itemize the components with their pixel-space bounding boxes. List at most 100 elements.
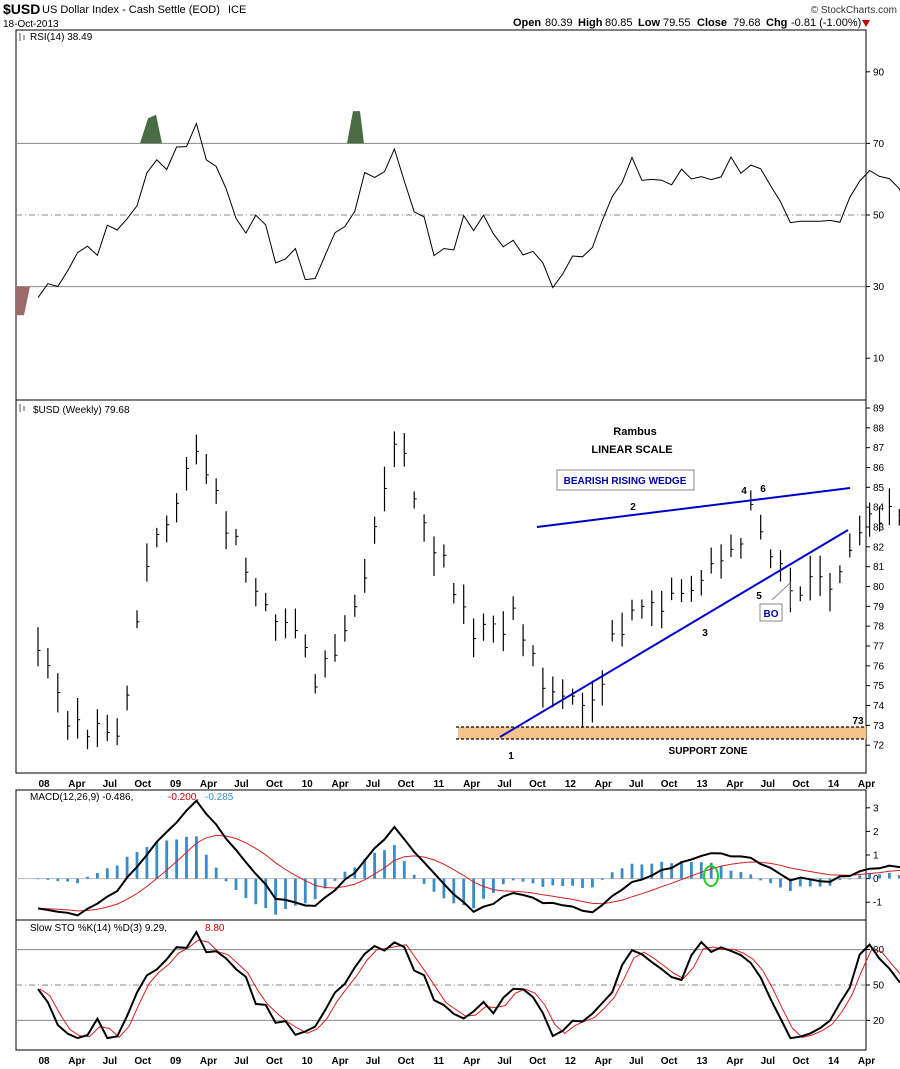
- macd-histogram-bar: [690, 862, 693, 879]
- macd-histogram-bar: [749, 874, 753, 879]
- macd-histogram-bar: [224, 878, 228, 882]
- macd-histogram-bar: [492, 878, 495, 893]
- macd-histogram-bar: [234, 878, 238, 890]
- x-axis-label: Oct: [792, 1056, 809, 1067]
- x-axis-label: Oct: [529, 1056, 546, 1067]
- macd-histogram-bar: [432, 878, 436, 892]
- x-axis-label: Oct: [792, 779, 809, 790]
- y-tick-label: 89: [873, 404, 885, 415]
- x-axis-label: 09: [170, 779, 182, 790]
- x-axis-label: Apr: [200, 779, 217, 790]
- x-axis-label: Oct: [398, 1056, 415, 1067]
- support-zone-label: SUPPORT ZONE: [669, 746, 748, 757]
- macd-histogram-bar: [303, 878, 307, 904]
- macd-crossover-circle: [703, 865, 719, 887]
- macd-histogram-bar: [452, 878, 456, 904]
- x-axis-label: Apr: [200, 1056, 217, 1067]
- macd-histogram-bar: [294, 878, 297, 906]
- y-tick-label: 79: [873, 602, 885, 613]
- x-axis-label: Apr: [726, 1056, 743, 1067]
- sto-k-line: [37, 929, 900, 1040]
- y-tick-label: 74: [873, 701, 885, 712]
- macd-histogram-bar: [650, 863, 654, 879]
- x-axis-label: Apr: [595, 779, 612, 790]
- x-axis-label: Jul: [366, 1056, 381, 1067]
- macd-histogram-bar: [284, 878, 287, 909]
- macd-histogram-bar: [808, 878, 812, 887]
- macd-histogram-bar: [165, 840, 169, 879]
- macd-label: MACD(12,26,9) -0.486,: [30, 792, 133, 803]
- y-tick-label: 50: [873, 211, 885, 222]
- macd-histogram-bar: [175, 839, 178, 879]
- macd-histogram-bar: [254, 878, 258, 905]
- y-tick-label: 73: [873, 721, 885, 732]
- macd-line: [37, 799, 900, 917]
- y-tick-label: 72: [873, 741, 885, 752]
- high-label: High: [578, 17, 603, 29]
- macd-histogram-bar: [848, 878, 852, 880]
- author-annotation: Rambus: [613, 426, 656, 438]
- y-tick-label: 88: [873, 423, 885, 434]
- x-axis-label: Jul: [761, 779, 776, 790]
- rsi-panel-label: RSI(14) 38.49: [30, 32, 93, 43]
- point-6: 6: [760, 484, 766, 495]
- x-axis-label: 14: [828, 779, 840, 790]
- y-tick-label: 86: [873, 463, 885, 474]
- y-tick-label: 2: [873, 827, 879, 838]
- macd-histogram-bar: [561, 878, 565, 886]
- macd-histogram-bar: [472, 878, 475, 909]
- open-label: Open: [513, 17, 541, 29]
- x-axis-label: Oct: [398, 779, 415, 790]
- macd-histogram-bar: [333, 878, 337, 881]
- macd-histogram-bar: [858, 875, 862, 879]
- macd-panel: [15, 789, 867, 921]
- sto-signal-label: 8.80: [205, 923, 225, 934]
- down-arrow-icon: [862, 20, 870, 27]
- breakout-pointer: [771, 581, 791, 608]
- macd-histogram-bar: [244, 878, 248, 899]
- chart-name: US Dollar Index - Cash Settle (EOD): [42, 4, 220, 16]
- price-panel: [15, 399, 867, 774]
- macd-histogram-bar: [274, 878, 277, 915]
- close-label: Close: [697, 17, 727, 29]
- x-axis-label: Oct: [266, 1056, 283, 1067]
- y-tick-label: 83: [873, 523, 885, 534]
- wedge-lower-trendline: [499, 529, 849, 738]
- chg-label: Chg: [766, 17, 787, 29]
- macd-signal-line: [37, 834, 900, 912]
- x-axis-label: 11: [434, 779, 445, 790]
- y-tick-label: 0: [873, 874, 879, 885]
- macd-histogram-bar: [789, 878, 792, 891]
- low-value: 79.55: [663, 17, 691, 29]
- macd-histogram-bar: [719, 865, 723, 879]
- macd-histogram-bar: [66, 878, 70, 882]
- macd-histogram-bar: [195, 836, 198, 879]
- x-axis-label: Jul: [629, 1056, 644, 1067]
- x-axis-label: Oct: [266, 779, 283, 790]
- y-tick-label: 10: [873, 354, 885, 365]
- x-axis-label: Oct: [134, 779, 151, 790]
- x-axis-label: 13: [696, 1056, 708, 1067]
- macd-histogram-bar: [897, 875, 900, 879]
- point-1: 1: [508, 751, 514, 762]
- macd-histogram-bar: [521, 878, 525, 882]
- macd-histogram-bar: [402, 861, 406, 879]
- macd-histogram-bar: [779, 878, 782, 888]
- macd-histogram-bar: [383, 850, 386, 879]
- x-axis-label: Apr: [331, 779, 348, 790]
- macd-histogram-bar: [511, 878, 515, 881]
- x-axis-label: 11: [434, 1056, 445, 1067]
- macd-histogram-bar: [86, 876, 89, 879]
- y-tick-label: -1: [873, 898, 882, 909]
- pattern-box: [556, 469, 695, 491]
- scale-annotation: LINEAR SCALE: [591, 444, 672, 456]
- macd-histogram-bar: [36, 878, 40, 880]
- x-axis-label: 10: [302, 1056, 314, 1067]
- macd-histogram-bar: [96, 872, 99, 879]
- macd-histogram-bar: [769, 878, 772, 884]
- macd-histogram-bar: [482, 878, 485, 899]
- macd-histogram-bar: [363, 859, 367, 879]
- support-level-label: 73: [852, 716, 864, 727]
- y-tick-label: 80: [873, 582, 885, 593]
- x-axis-label: Apr: [858, 779, 875, 790]
